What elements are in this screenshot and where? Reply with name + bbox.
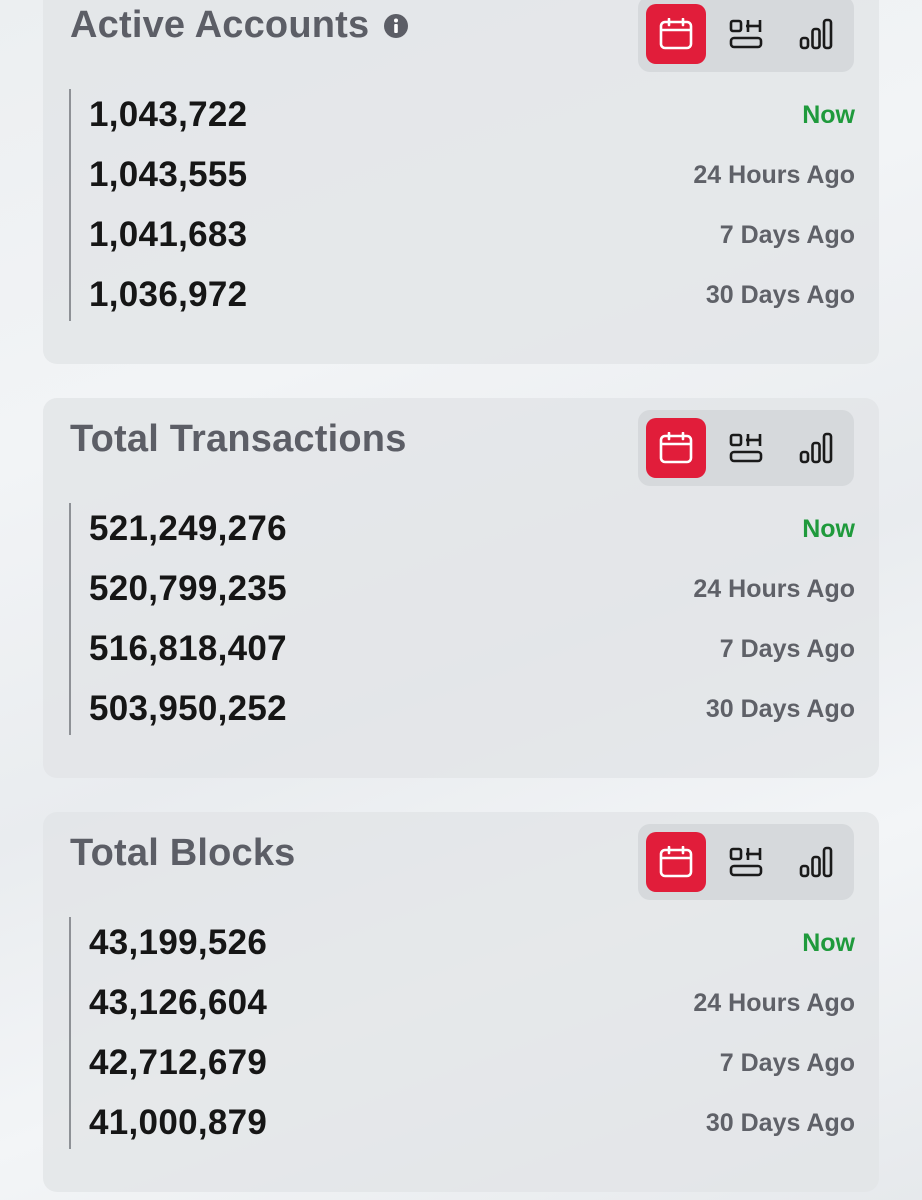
stat-row: 503,950,252 30 Days Ago [71,679,855,739]
signal-bars-icon [799,846,833,878]
total-transactions-card: Total Transactions [43,398,879,778]
stat-time-label: 24 Hours Ago [693,988,855,1017]
timeline-icon [729,847,763,877]
stat-row: 1,043,722 Now [71,85,855,145]
stat-value: 1,043,722 [89,95,248,134]
stat-row: 1,036,972 30 Days Ago [71,265,855,325]
stat-time-label: Now [802,928,855,957]
calendar-view-button[interactable] [646,418,706,478]
timeline-view-button[interactable] [716,418,776,478]
card-title-text: Total Transactions [70,418,407,460]
total-blocks-card: Total Blocks [43,812,879,1192]
view-toggle [638,824,854,900]
stats-list: 43,199,526 Now 43,126,604 24 Hours Ago 4… [69,917,855,1149]
stat-value: 1,036,972 [89,275,248,314]
bars-view-button[interactable] [786,832,846,892]
stat-time-label: Now [802,514,855,543]
card-title-text: Active Accounts [70,4,370,46]
stat-row: 41,000,879 30 Days Ago [71,1093,855,1153]
stat-row: 42,712,679 7 Days Ago [71,1033,855,1093]
stat-time-label: Now [802,100,855,129]
stats-list: 1,043,722 Now 1,043,555 24 Hours Ago 1,0… [69,89,855,321]
stat-row: 520,799,235 24 Hours Ago [71,559,855,619]
stat-value: 521,249,276 [89,509,287,548]
stat-row: 521,249,276 Now [71,499,855,559]
stat-row: 1,043,555 24 Hours Ago [71,145,855,205]
view-toggle [638,0,854,72]
stat-value: 43,126,604 [89,983,268,1022]
signal-bars-icon [799,18,833,50]
stat-row: 43,126,604 24 Hours Ago [71,973,855,1033]
stat-value: 1,041,683 [89,215,248,254]
calendar-icon [659,846,693,878]
calendar-icon [659,432,693,464]
stat-row: 516,818,407 7 Days Ago [71,619,855,679]
stat-time-label: 7 Days Ago [719,220,855,249]
stat-row: 43,199,526 Now [71,913,855,973]
bars-view-button[interactable] [786,4,846,64]
card-title-text: Total Blocks [70,832,296,874]
info-icon[interactable] [383,13,409,39]
stats-list: 521,249,276 Now 520,799,235 24 Hours Ago… [69,503,855,735]
bars-view-button[interactable] [786,418,846,478]
calendar-view-button[interactable] [646,832,706,892]
card-title: Total Blocks [70,832,296,875]
stat-row: 1,041,683 7 Days Ago [71,205,855,265]
timeline-view-button[interactable] [716,4,776,64]
timeline-view-button[interactable] [716,832,776,892]
calendar-icon [659,18,693,50]
stat-value: 1,043,555 [89,155,248,194]
timeline-icon [729,19,763,49]
stat-time-label: 7 Days Ago [719,1048,855,1077]
stat-time-label: 30 Days Ago [705,694,855,723]
view-toggle [638,410,854,486]
stat-time-label: 7 Days Ago [719,634,855,663]
card-title: Total Transactions [70,418,407,461]
signal-bars-icon [799,432,833,464]
card-title: Active Accounts [70,4,409,47]
calendar-view-button[interactable] [646,4,706,64]
stat-value: 42,712,679 [89,1043,268,1082]
stat-value: 503,950,252 [89,689,287,728]
stat-value: 516,818,407 [89,629,287,668]
stat-time-label: 30 Days Ago [705,1108,855,1137]
stat-value: 520,799,235 [89,569,287,608]
stat-time-label: 24 Hours Ago [693,160,855,189]
active-accounts-card: Active Accounts [43,0,879,364]
stat-value: 43,199,526 [89,923,268,962]
timeline-icon [729,433,763,463]
stat-time-label: 24 Hours Ago [693,574,855,603]
stat-value: 41,000,879 [89,1103,268,1142]
stat-time-label: 30 Days Ago [705,280,855,309]
